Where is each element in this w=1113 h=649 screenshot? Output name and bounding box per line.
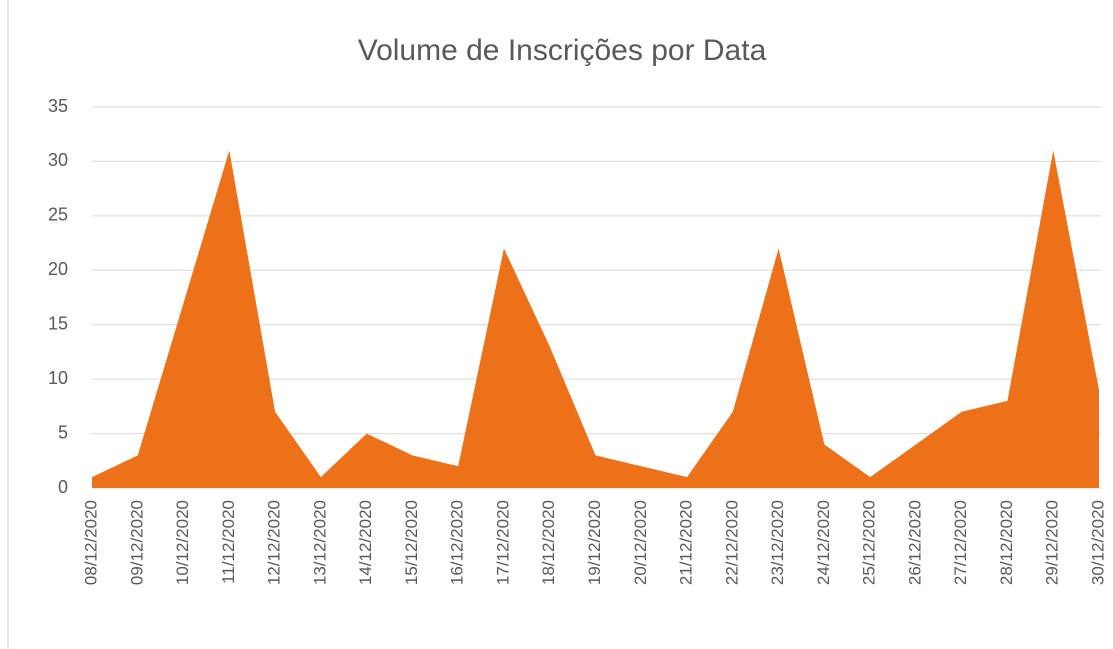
y-tick-label: 0 — [58, 477, 68, 497]
x-tick-label: 24/12/2020 — [814, 500, 833, 585]
y-tick-label: 35 — [48, 96, 68, 116]
x-tick-label: 13/12/2020 — [310, 500, 329, 585]
x-tick-label: 19/12/2020 — [585, 500, 604, 585]
x-tick-label: 18/12/2020 — [539, 500, 558, 585]
x-tick-label: 12/12/2020 — [265, 500, 284, 585]
y-tick-label: 10 — [48, 368, 68, 388]
x-tick-label: 08/12/2020 — [81, 500, 100, 585]
chart-title: Volume de Inscrições por Data — [358, 34, 767, 67]
x-tick-label: 25/12/2020 — [860, 500, 879, 585]
x-tick-label: 21/12/2020 — [677, 500, 696, 585]
x-tick-label: 20/12/2020 — [631, 500, 650, 585]
y-tick-label: 15 — [48, 313, 68, 333]
x-tick-label: 15/12/2020 — [402, 500, 421, 585]
y-tick-label: 30 — [48, 150, 68, 170]
x-tick-label: 27/12/2020 — [951, 500, 970, 585]
x-tick-label: 11/12/2020 — [219, 500, 238, 584]
x-tick-label: 26/12/2020 — [905, 500, 924, 585]
area — [92, 150, 1099, 489]
y-tick-label: 5 — [58, 422, 68, 442]
x-tick-label: 17/12/2020 — [493, 500, 512, 585]
x-tick-label: 22/12/2020 — [722, 500, 741, 585]
y-tick-label: 25 — [48, 205, 68, 225]
y-tick-label: 20 — [48, 259, 68, 279]
x-tick-label: 10/12/2020 — [173, 500, 192, 585]
x-tick-label: 28/12/2020 — [997, 500, 1016, 585]
x-tick-label: 14/12/2020 — [356, 500, 375, 585]
x-tick-label: 29/12/2020 — [1043, 500, 1062, 585]
x-tick-label: 16/12/2020 — [448, 500, 467, 585]
x-tick-label: 09/12/2020 — [127, 500, 146, 585]
x-tick-label: 23/12/2020 — [768, 500, 787, 585]
x-tick-label: 30/12/2020 — [1088, 500, 1107, 585]
